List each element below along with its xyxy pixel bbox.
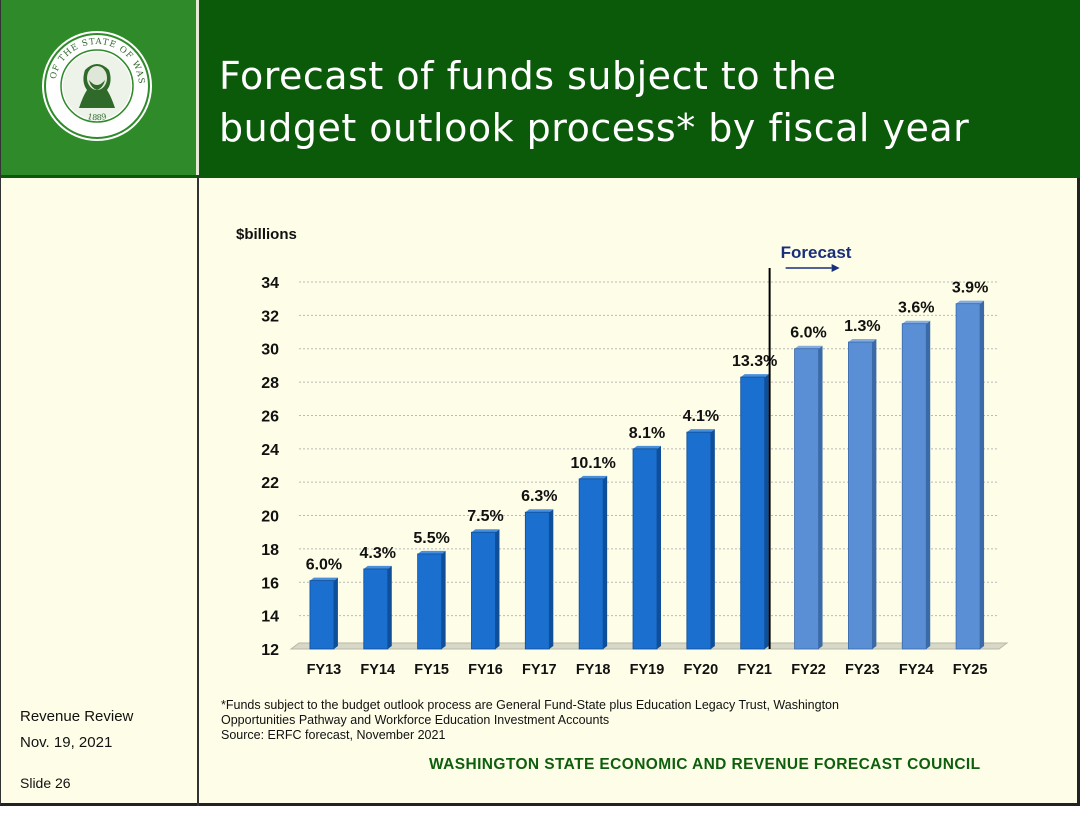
data-label: 5.5% (413, 530, 449, 547)
footnote: *Funds subject to the budget outlook pro… (221, 698, 1021, 743)
bar-side (764, 374, 769, 649)
bar-fy18 (578, 478, 604, 650)
y-tick-label: 26 (261, 408, 279, 425)
data-label: 6.0% (306, 557, 342, 574)
x-tick-label: FY21 (737, 662, 772, 678)
y-tick-label: 18 (261, 542, 279, 559)
sidebar-event: Revenue Review (20, 708, 134, 725)
bar-fy20 (686, 431, 712, 650)
bar-side (710, 429, 715, 649)
sidebar-date: Nov. 19, 2021 (20, 734, 113, 751)
bar-fy13 (309, 580, 335, 650)
council-name: WASHINGTON STATE ECONOMIC AND REVENUE FO… (429, 756, 981, 773)
bar-top (579, 475, 608, 479)
x-tick-label: FY13 (307, 662, 342, 678)
x-tick-label: FY18 (576, 662, 611, 678)
bar-top (956, 300, 985, 304)
title-line-1: Forecast of funds subject to the (219, 54, 837, 98)
bar-side (549, 509, 554, 649)
x-tick-label: FY23 (845, 662, 880, 678)
y-tick-label: 20 (261, 509, 279, 526)
bar-top (633, 445, 661, 449)
bar-side (387, 565, 392, 649)
data-label: 4.3% (360, 545, 396, 562)
bar-top (848, 339, 877, 343)
forecast-arrow-icon (831, 264, 840, 272)
y-tick-label: 32 (261, 308, 279, 325)
y-tick-label: 16 (261, 575, 279, 592)
bar-top (417, 550, 446, 554)
data-label: 4.1% (683, 408, 719, 425)
bar-side (495, 529, 500, 649)
bar-fy23 (847, 341, 873, 650)
footnote-line-1: *Funds subject to the budget outlook pro… (221, 698, 839, 712)
forecast-label: Forecast (781, 243, 852, 262)
slide-number: Slide 26 (20, 775, 71, 791)
x-tick-label: FY20 (684, 662, 719, 678)
x-tick-label: FY17 (522, 662, 557, 678)
state-seal-logo: THE SEAL OF THE STATE OF WASHINGTON 1889 (41, 30, 152, 141)
bar-fy17 (524, 511, 550, 650)
bar-fy16 (471, 531, 496, 650)
page-title: Forecast of funds subject to the budget … (219, 50, 1069, 154)
bar-side (657, 445, 661, 649)
header-divider (1, 175, 1080, 178)
data-label: 7.5% (467, 508, 503, 525)
seal-panel: THE SEAL OF THE STATE OF WASHINGTON 1889 (1, 0, 199, 175)
bar-fy19 (632, 448, 658, 650)
bar-side (980, 300, 985, 649)
bar-fy25 (955, 303, 981, 650)
bar-side (441, 550, 446, 649)
bar-fy22 (794, 348, 819, 650)
data-label: 3.9% (952, 280, 988, 297)
x-tick-label: FY16 (468, 662, 503, 678)
bar-top (309, 577, 338, 581)
x-tick-label: FY15 (414, 662, 449, 678)
bar-top (902, 320, 931, 324)
bar-top (686, 429, 715, 433)
data-label: 1.3% (844, 318, 880, 335)
y-tick-label: 30 (261, 342, 279, 359)
bar-top (740, 374, 769, 378)
bar-side (872, 339, 877, 649)
x-tick-label: FY14 (360, 662, 395, 678)
y-tick-label: 12 (261, 642, 279, 659)
data-label: 13.3% (732, 353, 777, 370)
data-label: 8.1% (629, 425, 665, 442)
slide: THE SEAL OF THE STATE OF WASHINGTON 1889… (0, 0, 1080, 806)
footnote-line-2: Opportunities Pathway and Workforce Educ… (221, 713, 610, 727)
x-tick-label: FY22 (791, 662, 826, 678)
svg-text:1889: 1889 (87, 112, 108, 122)
data-label: 6.3% (521, 488, 557, 505)
bar-top (471, 529, 500, 533)
y-tick-label: 24 (261, 442, 279, 459)
x-tick-label: FY19 (630, 662, 665, 678)
footnote-source: Source: ERFC forecast, November 2021 (221, 728, 446, 742)
bar-side (333, 577, 338, 649)
y-tick-label: 22 (261, 475, 279, 492)
bar-top (363, 565, 392, 569)
bar-top (794, 345, 823, 349)
x-tick-label: FY24 (899, 662, 934, 678)
bar-side (603, 475, 608, 649)
title-line-2: budget outlook process* by fiscal year (219, 106, 970, 150)
sidebar-divider (197, 175, 199, 806)
header-banner: THE SEAL OF THE STATE OF WASHINGTON 1889… (1, 0, 1080, 175)
data-label: 10.1% (570, 455, 615, 472)
bar-fy14 (363, 568, 389, 650)
data-label: 3.6% (898, 300, 934, 317)
bar-fy24 (901, 323, 927, 650)
bar-side (926, 320, 931, 649)
bar-top (525, 509, 554, 513)
bar-side (818, 345, 823, 649)
y-tick-label: 34 (261, 275, 279, 292)
y-axis-label: $billions (236, 226, 297, 243)
revenue-bar-chart: 12 14 16 18 20 22 24 26 28 30 32 34 $billions 6.0% FY1… (236, 226, 1009, 678)
bar-fy21 (740, 376, 766, 650)
x-tick-label: FY25 (953, 662, 988, 678)
bar-fy15 (417, 553, 443, 650)
data-label: 6.0% (790, 325, 826, 342)
y-tick-label: 28 (261, 375, 279, 392)
y-tick-label: 14 (261, 609, 279, 626)
